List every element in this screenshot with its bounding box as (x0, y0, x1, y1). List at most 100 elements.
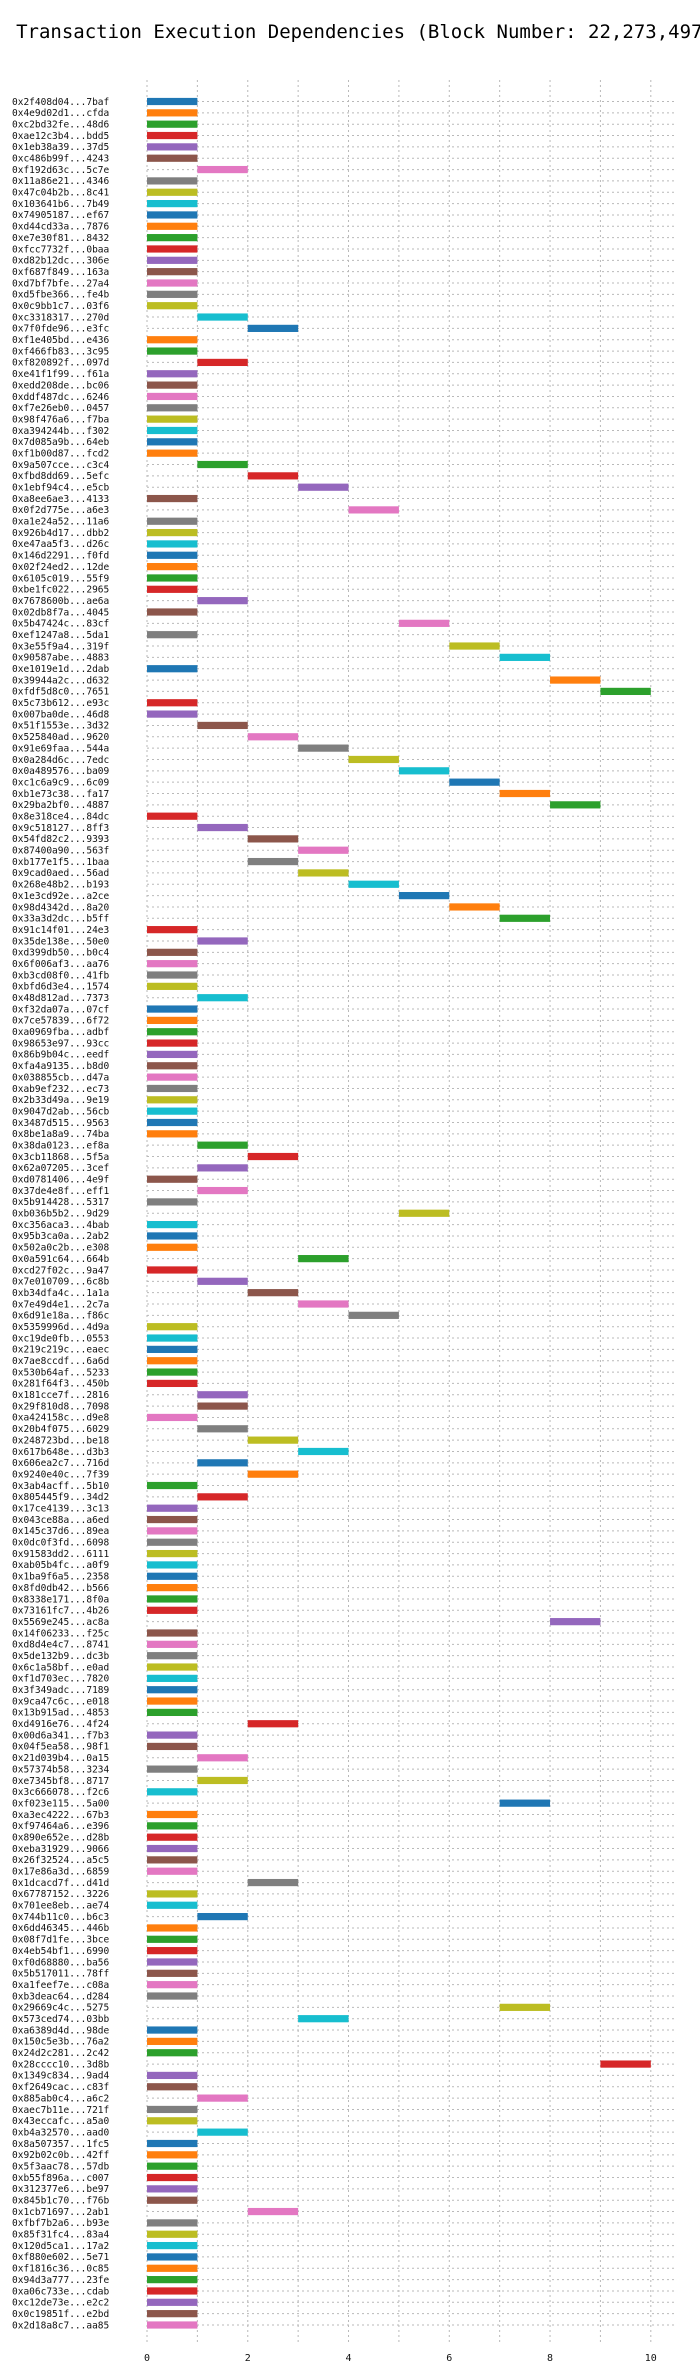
dependency-bar (147, 1833, 198, 1841)
dependency-bar (147, 1606, 198, 1614)
dependency-bar (147, 960, 198, 968)
row-label: 0xc2bd32fe...48d6 (12, 119, 110, 130)
row-label: 0x37de4e8f...eff1 (12, 1186, 110, 1197)
row-label: 0x5569e245...ac8a (12, 1617, 109, 1628)
row-label: 0x08f7d1fe...3bce (12, 1935, 110, 1946)
dependency-bar (499, 914, 551, 922)
row-label: 0x7e49d4e1...2c7a (12, 1299, 109, 1310)
row-label: 0x17e86a3d...6859 (12, 1867, 110, 1878)
dependency-bar (348, 1311, 399, 1319)
dependency-bar (147, 1107, 198, 1115)
dependency-bar (147, 438, 198, 446)
dependency-bar (147, 336, 198, 344)
row-label: 0x95b3ca0a...2ab2 (12, 1231, 109, 1242)
row-label: 0xaec7b11e...721f (12, 2105, 109, 2116)
dependency-bar (398, 1209, 450, 1217)
x-tick-label: 4 (346, 2353, 352, 2364)
dependency-bar (147, 1856, 198, 1864)
dependency-bar (197, 2128, 248, 2136)
row-label: 0x5f3aac78...57db (12, 2161, 110, 2172)
row-label: 0xd8d4e4c7...8741 (12, 1640, 110, 1651)
row-label: 0x6f006af3...aa76 (12, 959, 110, 970)
row-labels: 0x2f408d04...7baf0x4e9d02d1...cfda0xc2bd… (12, 97, 110, 2332)
row-label: 0xa0969fba...adbf (12, 1027, 109, 1038)
dependency-bar (298, 1255, 349, 1263)
row-label: 0x7f0fde96...e3fc (12, 324, 109, 335)
row-label: 0x94d3a777...23fe (12, 2275, 110, 2286)
row-label: 0x7678600b...ae6a (12, 596, 109, 607)
dependency-bar (197, 1402, 248, 1410)
dependency-bar (247, 733, 299, 741)
x-tick-label: 2 (245, 2353, 251, 2364)
row-label: 0xf1816c36...0c85 (12, 2264, 109, 2275)
row-label: 0x7ae8ccdf...6a6d (12, 1356, 109, 1367)
row-label: 0x805445f9...34d2 (12, 1492, 109, 1503)
row-label: 0xe7e30f81...8432 (12, 233, 109, 244)
row-label: 0xf0d68880...ba56 (12, 1957, 110, 1968)
row-label: 0x9047d2ab...56cb (12, 1106, 110, 1117)
dependency-bar (147, 1822, 198, 1830)
dependency-bar (147, 188, 198, 196)
row-label: 0x2d18a8c7...aa85 (12, 2320, 109, 2331)
dependency-bar (398, 892, 450, 900)
dependency-bar (147, 1731, 198, 1739)
row-label: 0xd82b12dc...306e (12, 256, 110, 267)
dependency-bar (147, 2310, 198, 2318)
dependency-bar (147, 1050, 198, 1059)
dependency-bar (147, 1663, 198, 1671)
dependency-bar (147, 2264, 198, 2272)
row-label: 0xfbf7b2a6...b93e (12, 2218, 110, 2229)
row-label: 0xc486b99f...4243 (12, 154, 109, 165)
dependency-bar (147, 1073, 198, 1081)
dependency-bar (147, 1175, 198, 1183)
row-label: 0x5b517011...78ff (12, 1969, 109, 1980)
row-label: 0xc356aca3...4bab (12, 1220, 110, 1231)
row-label: 0x20b4f075...6029 (12, 1424, 110, 1435)
dependency-bar (197, 358, 248, 367)
dependency-bar (147, 2117, 198, 2125)
row-label: 0x6dd46345...446b (12, 1923, 110, 1934)
dependency-bar (298, 483, 349, 491)
dependency-bar (147, 2139, 198, 2148)
dependency-bar (197, 1459, 248, 1467)
row-label: 0xb1e73c38...fa17 (12, 789, 109, 800)
dependency-bar (147, 449, 198, 457)
row-label: 0xfdf5d8c0...7651 (12, 687, 110, 698)
row-label: 0xfbd8dd69...5efc (12, 471, 109, 482)
row-label: 0x98f476a6...f7ba (12, 414, 109, 425)
dependency-bar (348, 506, 399, 514)
row-label: 0x038855cb...d47a (12, 1072, 109, 1083)
row-label: 0xa424158c...d9e8 (12, 1413, 110, 1424)
row-label: 0x2f408d04...7baf (12, 97, 109, 108)
dependency-bar (147, 1118, 198, 1127)
row-label: 0x150c5e3b...76a2 (12, 2037, 109, 2048)
dependency-bar (147, 517, 198, 525)
dependency-bar (147, 97, 198, 106)
dependency-bar (600, 2060, 651, 2068)
dependency-bar (197, 1164, 248, 1172)
row-label: 0xb3deac64...d284 (12, 1991, 110, 2002)
row-label: 0x5b47424c...83cf (12, 619, 109, 630)
dependency-bar (147, 1345, 198, 1353)
dependency-bar (147, 1515, 198, 1524)
dependency-bar (147, 1969, 198, 1977)
row-label: 0xa1e24a52...11a6 (12, 517, 110, 528)
row-label: 0x54fd82c2...9393 (12, 834, 109, 845)
dependency-bar (147, 1947, 198, 1955)
row-label: 0x103641b6...7b49 (12, 199, 110, 210)
row-label: 0xe1019e1d...2dab (12, 664, 110, 675)
row-label: 0xab9ef232...ec73 (12, 1084, 109, 1095)
dependency-bar (147, 2287, 198, 2295)
row-label: 0xa1feef7e...c08a (12, 1980, 109, 1991)
row-label: 0x885ab0c4...a6c2 (12, 2093, 109, 2104)
row-label: 0x26f32524...a5c5 (12, 1855, 109, 1866)
dependency-bar (247, 1470, 299, 1478)
dependency-bar (147, 2276, 198, 2284)
dependency-bar (197, 1493, 248, 1501)
dependency-bar (147, 971, 198, 979)
row-label: 0xf466fb83...3c95 (12, 346, 109, 357)
row-label: 0x9a507cce...c3c4 (12, 460, 110, 471)
row-label: 0xc19de0fb...0553 (12, 1333, 109, 1344)
dependency-bar (147, 2083, 198, 2091)
dependency-bar (398, 619, 450, 627)
